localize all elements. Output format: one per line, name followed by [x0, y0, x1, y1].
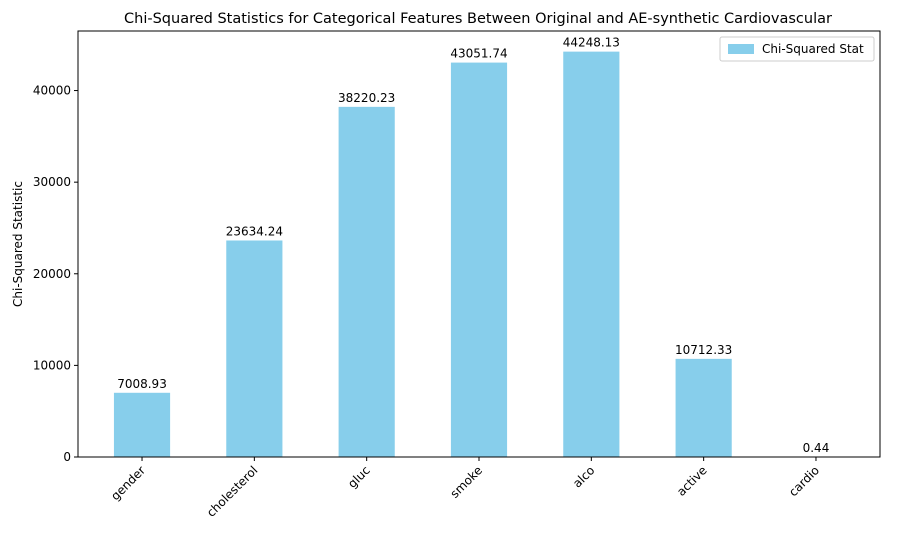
- bar-gender: [113, 392, 171, 457]
- bar-smoke: [450, 62, 508, 457]
- x-tick-label-gluc: gluc: [345, 463, 373, 491]
- data-label-gluc: 38220.23: [338, 91, 395, 105]
- x-tick-label-alco: alco: [570, 463, 597, 490]
- y-tick-label-20000: 20000: [33, 267, 71, 281]
- y-tick-label-30000: 30000: [33, 175, 71, 189]
- data-label-smoke: 43051.74: [450, 47, 507, 61]
- y-tick-label-0: 0: [63, 450, 71, 464]
- legend-label: Chi-Squared Stat: [762, 42, 864, 56]
- bar-gluc: [338, 106, 395, 457]
- x-tick-label-smoke: smoke: [448, 463, 486, 501]
- data-label-cardio: 0.44: [803, 441, 830, 455]
- data-label-cholesterol: 23634.24: [226, 224, 283, 238]
- y-axis-ticks: 0 10000 20000 30000 40000: [33, 84, 78, 464]
- x-tick-label-gender: gender: [108, 463, 148, 503]
- x-axis-ticks: gender cholesterol gluc smoke alco active card…: [108, 457, 822, 520]
- y-axis-label: Chi-Squared Statistic: [11, 181, 25, 307]
- data-label-gender: 7008.93: [117, 377, 167, 391]
- bar-cholesterol: [226, 240, 283, 457]
- plot-frame: [77, 30, 881, 458]
- y-tick-label-40000: 40000: [33, 84, 71, 98]
- data-label-alco: 44248.13: [563, 36, 620, 50]
- x-tick-label-active: active: [674, 463, 710, 499]
- data-label-active: 10712.33: [675, 343, 732, 357]
- bars-group: [113, 51, 845, 457]
- legend-swatch: [728, 44, 754, 54]
- legend: Chi-Squared Stat: [719, 36, 875, 62]
- legend-box: [719, 36, 875, 62]
- y-tick-label-10000: 10000: [33, 358, 71, 372]
- x-tick-label-cardio: cardio: [786, 463, 822, 499]
- data-labels-group: 7008.93 23634.24 38220.23 43051.74 44248.13 1…: [117, 36, 829, 455]
- x-tick-label-cholesterol: cholesterol: [204, 463, 261, 520]
- bar-alco: [563, 51, 620, 457]
- bar-active: [675, 358, 732, 457]
- chart-title: Chi-Squared Statistics for Categorical F…: [124, 11, 832, 27]
